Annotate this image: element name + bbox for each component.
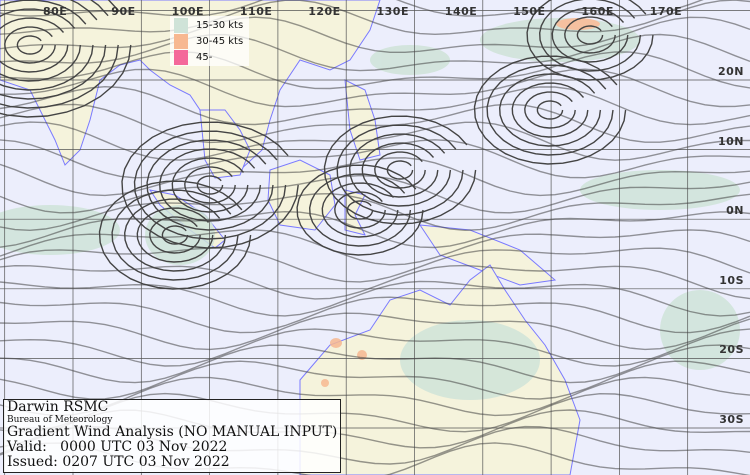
- streamline: [0, 0, 94, 91]
- longitude-label: 150E: [513, 5, 546, 18]
- valid-time: Valid: 0000 UTC 03 Nov 2022: [7, 439, 228, 455]
- streamline: [0, 192, 750, 232]
- legend-label: 15-30 kts: [196, 19, 244, 31]
- streamline: [524, 91, 576, 129]
- streamline: [0, 51, 750, 90]
- legend-label: 30-45 kts: [196, 35, 244, 47]
- longitude-label: 110E: [239, 5, 273, 18]
- info-box: Darwin RSMC Bureau of Meteorology Gradie…: [3, 399, 341, 473]
- streamline: [121, 121, 299, 249]
- streamline: [0, 139, 750, 179]
- longitude-label: 80E: [43, 5, 68, 18]
- streamline: [334, 191, 386, 229]
- center-name: Darwin RSMC: [7, 399, 109, 415]
- longitude-label: 120E: [308, 5, 341, 18]
- wind-15-30-area: [580, 170, 740, 210]
- streamline: [0, 157, 750, 197]
- streamline: [0, 68, 750, 108]
- longitude-label: 170E: [649, 5, 683, 18]
- streamline: [0, 360, 750, 400]
- streamline: [0, 0, 750, 36]
- streamline: [0, 85, 750, 126]
- streamline: [0, 280, 750, 317]
- streamline: [0, 376, 750, 417]
- streamline: [0, 0, 107, 100]
- streamline: [0, 121, 750, 161]
- legend-item: 45-: [174, 49, 243, 65]
- longitude-label: 160E: [581, 5, 614, 18]
- issued-time: Issued: 0207 UTC 03 Nov 2022: [7, 454, 230, 470]
- streamline: [0, 174, 750, 214]
- streamline: [123, 198, 227, 272]
- streamline: [296, 164, 424, 256]
- streamline: [0, 0, 704, 17]
- streamline: [0, 312, 750, 351]
- streamline: [4, 26, 56, 64]
- streamline: [0, 210, 750, 249]
- latitude-label: 0N: [726, 204, 744, 218]
- streamline: [0, 247, 750, 283]
- streamline: [0, 33, 750, 72]
- streamline: [374, 151, 426, 189]
- streamline: [0, 103, 750, 144]
- streamline: [0, 0, 119, 109]
- streamline: [184, 166, 236, 204]
- streamline: [171, 157, 249, 213]
- streamline: [536, 100, 564, 120]
- streamline: [98, 180, 252, 290]
- streamline: [0, 16, 750, 53]
- latitude-label: 10S: [719, 273, 744, 287]
- streamline: [146, 139, 274, 231]
- legend-item: 15-30 kts: [174, 17, 243, 33]
- wind-30-45-area: [330, 338, 342, 348]
- longitude-label: 90E: [111, 5, 136, 18]
- product-title: Gradient Wind Analysis (NO MANUAL INPUT): [7, 424, 338, 440]
- legend: 15-30 kts 30-45 kts 45-: [170, 16, 250, 66]
- streamline: [0, 344, 750, 384]
- streamline: [336, 124, 464, 216]
- legend-swatch: [174, 33, 188, 49]
- latitude-label: 30S: [719, 413, 744, 426]
- longitude-label: 100E: [171, 5, 205, 18]
- streamline: [511, 82, 589, 138]
- wind-30-45-area: [321, 379, 329, 387]
- streamline: [0, 8, 82, 82]
- land-indochina: [199, 109, 251, 179]
- streamline: [386, 160, 414, 180]
- streamline: [0, 17, 69, 73]
- land-asia: [0, 0, 381, 171]
- longitude-label: 130E: [376, 5, 409, 18]
- streamline: [538, 0, 642, 72]
- latitude-label: 10N: [717, 134, 744, 148]
- streamline: [111, 189, 239, 281]
- streamline: [0, 328, 750, 367]
- legend-swatch: [174, 49, 188, 65]
- legend-item: 30-45 kts: [174, 33, 243, 49]
- streamline: [498, 73, 602, 147]
- streamline: [0, 296, 750, 334]
- latitude-label: 20S: [719, 343, 744, 357]
- longitude-label: 140E: [444, 5, 478, 18]
- streamline: [0, 0, 132, 118]
- legend-swatch: [174, 17, 188, 33]
- streamline: [158, 148, 262, 222]
- agency-name: Bureau of Meteorology: [7, 415, 113, 425]
- streamline: [551, 7, 629, 63]
- streamline: [136, 207, 214, 263]
- wind-15-30-area: [660, 290, 740, 370]
- latitude-label: 20N: [717, 65, 744, 78]
- streamline: [346, 200, 374, 220]
- streamline: [0, 264, 750, 300]
- legend-label: 45-: [196, 51, 213, 63]
- streamline: [564, 16, 616, 54]
- streamline: [0, 229, 750, 266]
